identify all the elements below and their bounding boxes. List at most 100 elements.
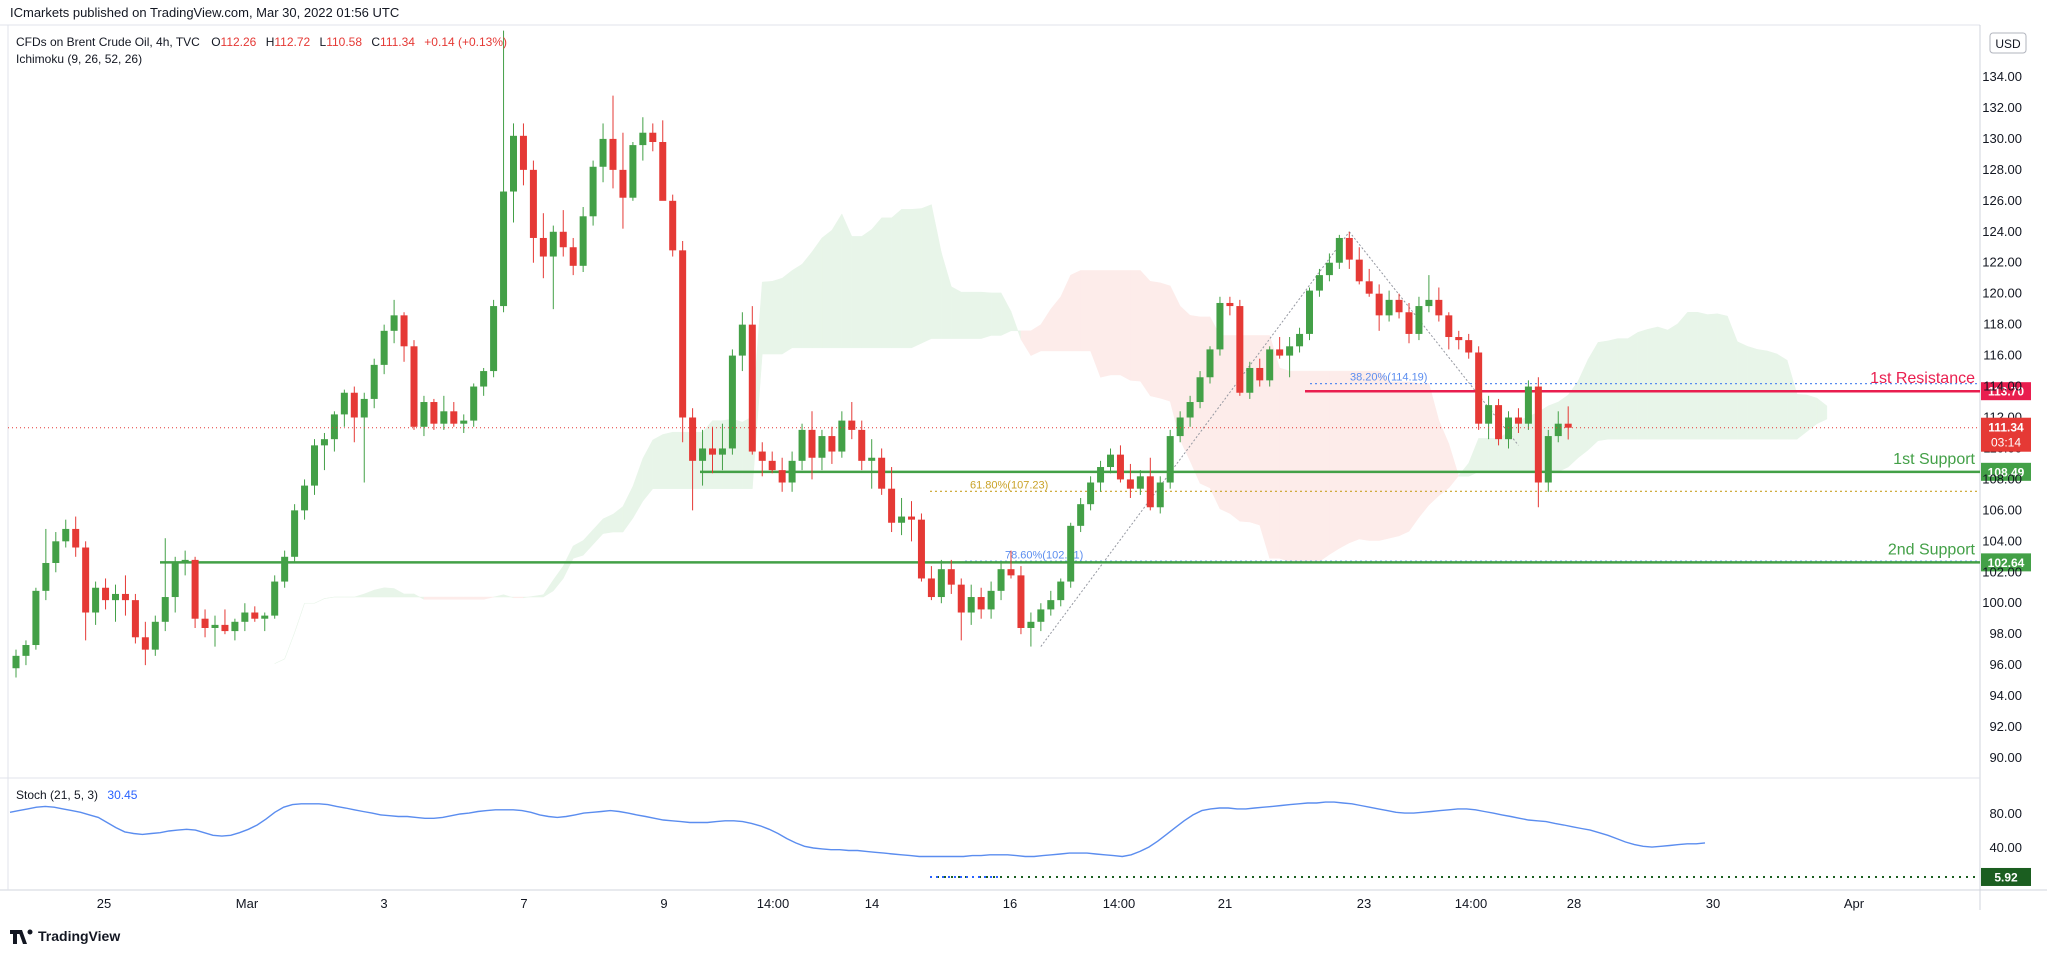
candle-body [549,231,557,257]
candle-body [1435,299,1443,316]
cloud-segment [1687,312,1698,440]
candle-body [888,488,896,523]
cloud-segment [433,596,445,600]
time-tick: 25 [97,896,111,911]
cloud-segment [393,588,405,598]
candle-body [370,364,378,399]
cloud-segment [443,596,455,600]
cloud-segment [990,292,1002,336]
candle-body [808,429,816,458]
candle-body [281,556,289,582]
cloud-segment [373,587,385,598]
cloud-segment [1070,270,1081,352]
candle-body [1475,352,1483,424]
cloud-segment [1299,370,1310,562]
time-tick: 3 [380,896,387,911]
time-axis[interactable]: 25 Mar 3 7 9 14:00 14 16 14:00 21 23 14:00 28 30 Apr [97,896,1865,911]
level-label-0: 1st Resistance [1870,370,1975,387]
cloud-segment [1627,331,1639,440]
cloud-segment [980,291,992,339]
candle-body [42,562,50,591]
cloud-segment [861,228,872,349]
price-axis[interactable]: 134.00 132.00 130.00 128.00 126.00 124.00 122.… [1981,69,2031,765]
candle-body [340,392,348,415]
candle-body [1256,367,1264,381]
cloud-segment [1776,353,1788,440]
candle-body [12,655,20,669]
time-tick: Apr [1844,896,1865,911]
candle-body [181,559,189,563]
close-value: 111.34 [380,35,415,49]
change-value: +0.14 (+0.13%) [424,35,507,49]
candle-body [689,417,697,461]
cloud-segment [523,595,534,599]
candle-body [758,451,766,461]
candle-body [768,460,776,471]
cloud-segment [1428,383,1440,506]
cloud-segment [1060,275,1071,352]
cloud-segment [1488,438,1499,472]
candle-body [311,445,318,486]
candle-body [92,587,100,613]
cloud-segment [1100,270,1111,378]
published-caption: ICmarkets published on TradingView.com, … [10,5,399,20]
cloud-segment [1438,420,1450,497]
cloud-segment [493,594,504,598]
fib-label-1: 61.80%(107.23) [970,479,1048,491]
level-tag-0 [1981,382,2031,401]
currency-label: USD [1995,37,2021,51]
candle-body [1067,525,1075,582]
cloud-segment [1359,370,1370,541]
price-tick: 130.00 [1982,131,2022,146]
candle-body [659,142,667,201]
candle-body [350,392,358,418]
candle-body [1146,476,1154,508]
candle-body [798,429,806,461]
tradingview-logo-icon[interactable] [10,929,33,945]
cloud-segment [891,208,902,349]
candle-body [1365,281,1373,294]
candle-body [62,528,70,542]
cloud-segment [483,596,494,600]
cloud-segment [1199,316,1211,489]
candle-body [967,597,975,613]
candle-body [271,581,279,616]
candle-body [629,145,637,198]
stoch-legend: Stoch (21, 5, 3) 30.45 [16,788,138,802]
candle-body [72,528,80,548]
candle-body [141,637,149,650]
candle-body [460,420,468,424]
stoch-tick: 80.00 [1989,806,2022,821]
candle-body [241,612,249,622]
price-tick: 126.00 [1982,193,2022,208]
cloud-segment [871,217,882,349]
candle-body [211,624,219,628]
candle-body [430,402,438,424]
candle-body [360,398,368,418]
cloud-segment [941,252,952,339]
time-tick: 9 [660,896,667,911]
candle-body [1037,609,1045,622]
cloud-segment [1080,270,1091,352]
candle-body [917,519,925,579]
level-tag-1 [1981,462,2031,481]
candle-body [539,237,547,257]
cloud-segment [811,237,823,349]
time-tick: 28 [1567,896,1581,911]
cloud-segment [1757,349,1768,440]
candle-body [1405,312,1413,334]
cloud-segment [642,439,654,502]
candle-body [102,587,110,601]
currency-badge[interactable] [1989,32,2027,54]
cloud-segment [1388,381,1400,539]
level-tag-text-2: 102.64 [1988,556,2025,570]
cloud-segment [1707,313,1718,440]
candle-body [1445,315,1453,338]
candle-body [1077,504,1085,526]
cloud-segment [513,596,524,599]
cloud-segment [1030,324,1042,356]
cloud-segment [1398,381,1410,537]
candle-body [1455,337,1463,341]
candle-body [1415,306,1423,334]
